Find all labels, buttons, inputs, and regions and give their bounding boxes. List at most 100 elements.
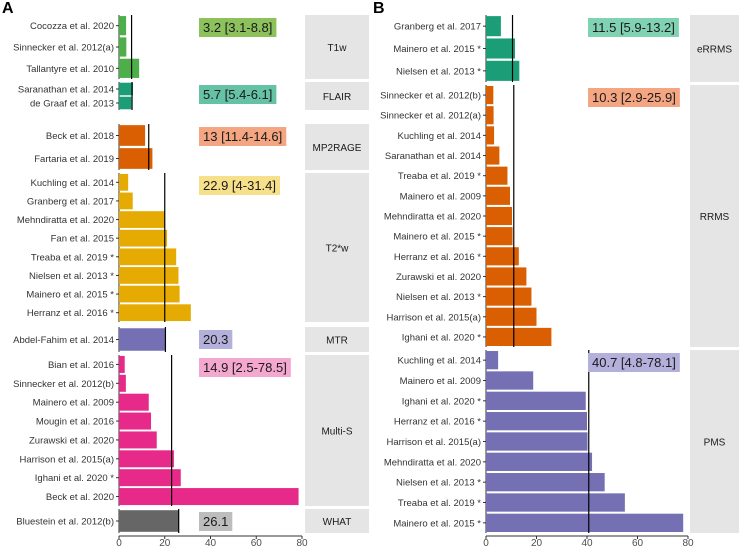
bar	[486, 327, 552, 346]
bar	[119, 412, 152, 430]
bar	[119, 82, 133, 96]
bar	[486, 60, 520, 81]
study-label: Fartaria et al. 2019	[34, 154, 114, 165]
summary-label: 40.7 [4.8-78.1]	[592, 355, 676, 370]
summary-box	[199, 176, 280, 195]
study-label: de Graaf et al. 2013	[30, 99, 114, 110]
bar	[119, 148, 153, 169]
study-label: Ighani et al. 2020 *	[402, 332, 482, 343]
study-label: Kuchling et al. 2014	[31, 178, 114, 189]
bar	[119, 58, 140, 78]
facet-t2-w: T2*w Kuchling et al. 2014 Granberg et al. …	[17, 173, 369, 322]
study-label: Beck et al. 2020	[46, 492, 114, 503]
bar	[486, 307, 537, 326]
study-label: Treaba et al. 2019 *	[398, 498, 481, 509]
facet-what: WHAT Bluestein et al. 2012(b) 26.1	[16, 509, 369, 533]
summary-box	[199, 85, 277, 104]
study-label: Mehndiratta et al. 2020	[384, 457, 481, 468]
study-label: Herranz et al. 2016 *	[394, 417, 481, 428]
study-label: Nielsen et al. 2013 *	[29, 271, 114, 282]
study-label: Harrison et al. 2015(a)	[386, 312, 481, 323]
bar	[119, 125, 146, 146]
facet-label: RRMS	[700, 212, 730, 223]
bar	[119, 355, 125, 373]
summary-box	[588, 88, 680, 107]
facet-strip	[305, 124, 369, 170]
bar	[486, 452, 593, 471]
bar	[119, 304, 191, 322]
bar	[119, 16, 127, 36]
study-label: Harrison et al. 2015(a)	[386, 437, 481, 448]
study-label: Kuchling et al. 2014	[398, 131, 481, 142]
facet-label: T1w	[328, 43, 348, 54]
panel-label: A	[2, 0, 14, 17]
bar	[119, 393, 149, 411]
study-label: Mehndiratta et al. 2020	[384, 212, 481, 223]
study-label: Mainero et al. 2015 *	[393, 44, 481, 55]
bar	[119, 431, 157, 449]
facet-strip	[305, 355, 369, 506]
facet-strip	[690, 350, 739, 533]
bar	[119, 469, 181, 487]
study-label: Beck et al. 2018	[46, 131, 114, 142]
study-label: Granberg et al. 2017	[27, 196, 114, 207]
bar	[486, 432, 588, 451]
study-label: Mainero et al. 2009	[400, 376, 481, 387]
bar	[119, 211, 165, 228]
study-label: Mougin et al. 2016	[36, 417, 114, 428]
facet-mp2rage: MP2RAGE Beck et al. 2018 Fartaria et al. 2…	[34, 124, 369, 170]
study-label: Zurawski et al. 2020	[396, 272, 481, 283]
panel-label: B	[373, 0, 385, 17]
summary-label: 3.2 [3.1-8.8]	[203, 20, 272, 35]
bar	[119, 374, 126, 392]
facet-strip	[305, 82, 369, 110]
x-tick-label: 0	[116, 538, 122, 546]
study-label: Mainero et al. 2015 *	[393, 518, 481, 529]
summary-label: 20.3	[203, 332, 228, 347]
bar	[486, 412, 587, 431]
study-label: Nielsen et al. 2013 *	[396, 292, 481, 303]
study-label: Saranathan et al. 2014	[18, 85, 114, 96]
study-label: Ighani et al. 2020 *	[35, 473, 115, 484]
bar	[486, 86, 494, 105]
study-label: Abdel-Fahim et al. 2014	[13, 335, 114, 346]
facet-label: PMS	[704, 438, 726, 449]
study-label: Harrison et al. 2015(a)	[19, 454, 114, 465]
x-tick-label: 80	[682, 538, 694, 546]
study-label: Mainero et al. 2009	[400, 191, 481, 202]
bar	[486, 227, 513, 246]
facet-multi-s: Multi-S Bian et al. 2016 Sinnecker et al. …	[13, 355, 369, 506]
bar	[486, 186, 510, 205]
study-label: Cocozza et al. 2020	[30, 21, 114, 32]
bar	[486, 247, 519, 266]
study-label: Bian et al. 2016	[48, 360, 114, 371]
bar	[119, 510, 179, 532]
study-label: Treaba et al. 2019 *	[31, 252, 114, 263]
facet-flair: FLAIR Saranathan et al. 2014 de Graaf et a…	[18, 82, 369, 110]
bar	[486, 166, 508, 185]
bar	[119, 192, 133, 210]
facet-strip	[305, 173, 369, 322]
study-label: Sinnecker et al. 2012(a)	[13, 43, 114, 54]
bar	[119, 267, 179, 284]
x-tick-label: 0	[483, 538, 489, 546]
facet-label: MTR	[326, 336, 348, 347]
facet-label: eRRMS	[697, 45, 732, 56]
summary-label: 5.7 [5.4-6.1]	[203, 87, 272, 102]
bar	[486, 267, 527, 286]
study-label: Herranz et al. 2016 *	[394, 252, 481, 263]
bar	[486, 493, 625, 512]
x-tick-label: 20	[531, 538, 543, 546]
bar	[486, 351, 499, 370]
study-label: Nielsen et al. 2013 *	[396, 66, 481, 77]
summary-box	[199, 18, 277, 37]
bar	[486, 38, 516, 59]
bar	[119, 96, 132, 110]
study-label: Kuchling et al. 2014	[398, 356, 481, 367]
study-label: Ighani et al. 2020 *	[402, 396, 482, 407]
x-tick-label: 40	[581, 538, 593, 546]
study-label: Granberg et al. 2017	[394, 22, 481, 33]
study-label: Zurawski et al. 2020	[29, 435, 114, 446]
